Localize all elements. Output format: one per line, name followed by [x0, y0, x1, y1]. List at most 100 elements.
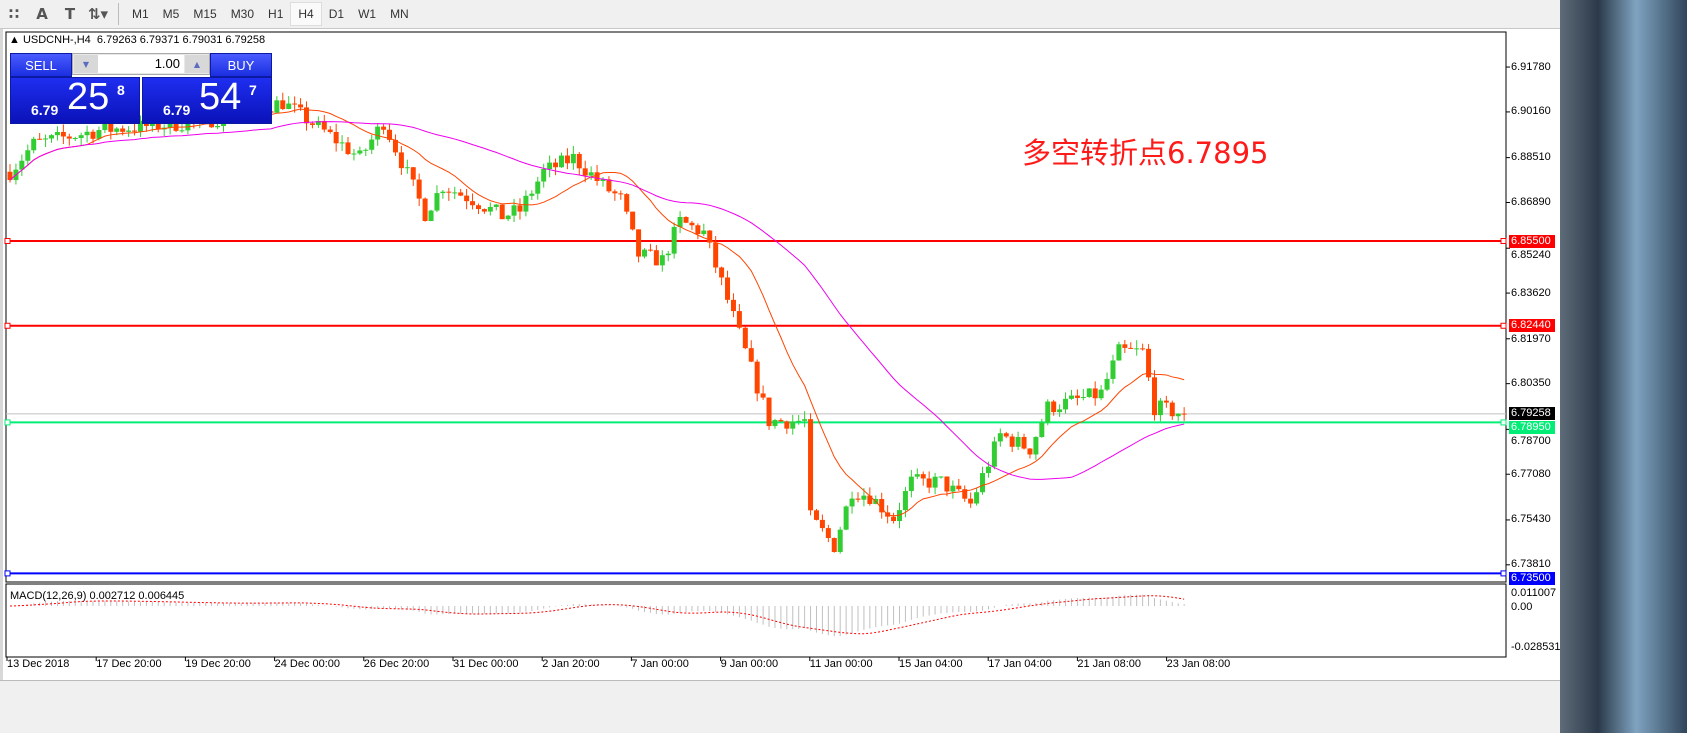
candle-body — [564, 155, 570, 164]
candle-body — [612, 191, 618, 194]
candle-body — [796, 420, 802, 422]
candle-body — [523, 195, 529, 212]
tf-mn[interactable]: MN — [390, 7, 409, 21]
level-price-label: 6.78950 — [1509, 421, 1555, 435]
price-axis-label: 6.85240 — [1511, 248, 1551, 261]
time-axis-label: 23 Jan 08:00 — [1166, 658, 1231, 670]
candle-body — [642, 249, 648, 257]
candle-body — [588, 172, 594, 176]
macd-label: MACD(12,26,9) 0.002712 0.006445 — [10, 590, 185, 602]
candle-body — [689, 222, 695, 226]
time-axis-label: 9 Jan 00:00 — [720, 658, 779, 670]
candle-body — [891, 516, 897, 522]
macd-pane — [5, 583, 1507, 658]
candle-body — [404, 167, 410, 169]
candle-body — [96, 130, 102, 139]
sell-price[interactable]: 6.79 25 8 — [10, 76, 140, 124]
candle-body — [1027, 448, 1033, 455]
candle-body — [819, 519, 825, 529]
arrows-dropdown-icon[interactable]: ⇅▾ — [87, 5, 109, 23]
candle-body — [582, 168, 588, 176]
candle-body — [831, 538, 837, 552]
lot-decrease-button[interactable]: ▼ — [74, 55, 98, 73]
candle-body — [1163, 400, 1169, 403]
candle-body — [985, 466, 991, 474]
candle-body — [938, 476, 944, 478]
candle-body — [843, 506, 849, 530]
lot-stepper: ▼ 1.00 ▲ — [72, 53, 210, 75]
candle-body — [701, 230, 707, 235]
toolbar: ∷ A T ⇅▾ M1 M5 M15 M30 H1 H4 D1 W1 MN — [0, 0, 1687, 29]
sell-button[interactable]: SELL — [10, 53, 72, 77]
candle-body — [309, 123, 315, 125]
candle-body — [665, 253, 671, 256]
candle-body — [713, 242, 719, 268]
candle-body — [980, 473, 986, 493]
tf-w1[interactable]: W1 — [358, 7, 377, 21]
candle-body — [327, 129, 333, 132]
candle-body — [659, 255, 665, 266]
candle-body — [1175, 413, 1181, 417]
candle-body — [760, 393, 766, 398]
candle-body — [991, 441, 997, 467]
price-axis-label: 6.80350 — [1511, 377, 1551, 390]
tf-h4[interactable]: H4 — [290, 2, 322, 26]
buy-button[interactable]: BUY — [210, 53, 272, 77]
candle-body — [766, 397, 772, 427]
price-axis-label: 6.91780 — [1511, 60, 1551, 73]
level-handle-left — [4, 419, 11, 426]
candle-body — [932, 476, 938, 488]
tf-m5[interactable]: M5 — [162, 7, 180, 21]
lot-input[interactable]: 1.00 — [98, 55, 184, 73]
candle-body — [90, 131, 96, 139]
candle-body — [375, 126, 381, 140]
sell-price-pips: 25 — [67, 76, 110, 118]
level-handle-right — [1500, 238, 1507, 244]
price-axis-label: 6.75430 — [1511, 513, 1551, 526]
buy-price[interactable]: 6.79 54 7 — [142, 76, 272, 124]
candle-body — [920, 474, 926, 479]
candle-body — [339, 142, 345, 144]
tf-m15[interactable]: M15 — [193, 7, 217, 21]
candle-body — [7, 171, 13, 181]
macd-signal-line — [9, 595, 1185, 635]
candle-body — [849, 498, 855, 507]
lot-increase-button[interactable]: ▲ — [185, 55, 209, 73]
tf-d1[interactable]: D1 — [328, 7, 345, 21]
candle-body — [1033, 436, 1039, 455]
candle-body — [304, 107, 309, 124]
time-axis-label: 21 Jan 08:00 — [1077, 658, 1142, 670]
candle-body — [345, 142, 351, 155]
candle-body — [43, 138, 49, 140]
bottom-tabs-bar — [0, 680, 1560, 733]
candle-body — [837, 529, 843, 552]
candle-body — [315, 120, 321, 125]
text-label-icon[interactable]: T — [64, 5, 76, 23]
time-axis-label: 19 Dec 20:00 — [185, 658, 251, 670]
time-axis-label: 31 Dec 00:00 — [453, 658, 519, 670]
candle-body — [1015, 436, 1021, 447]
candle-body — [292, 103, 298, 105]
text-icon[interactable]: A — [36, 5, 48, 23]
candle-body — [179, 130, 185, 132]
candle-body — [280, 100, 286, 109]
candle-body — [446, 191, 452, 193]
candle-body — [505, 215, 511, 220]
time-axis-label: 7 Jan 00:00 — [631, 658, 689, 670]
tf-m30[interactable]: M30 — [230, 7, 255, 21]
candle-body — [1080, 397, 1086, 399]
candle-body — [1110, 360, 1116, 379]
candle-body — [855, 498, 861, 500]
candle-body — [84, 131, 90, 136]
chart-annotation[interactable]: 多空转折点6.7895 — [1022, 136, 1269, 170]
candle-body — [215, 126, 221, 128]
current-price-label: 6.79258 — [1509, 407, 1555, 421]
candle-body — [458, 192, 464, 196]
candle-body — [1104, 378, 1110, 390]
candle-body — [1140, 348, 1146, 350]
tf-h1[interactable]: H1 — [268, 7, 284, 21]
candle-body — [1057, 409, 1063, 413]
tf-m1[interactable]: M1 — [132, 7, 149, 21]
candle-body — [1086, 388, 1092, 398]
grid-font-icon[interactable]: ∷ — [8, 5, 20, 23]
